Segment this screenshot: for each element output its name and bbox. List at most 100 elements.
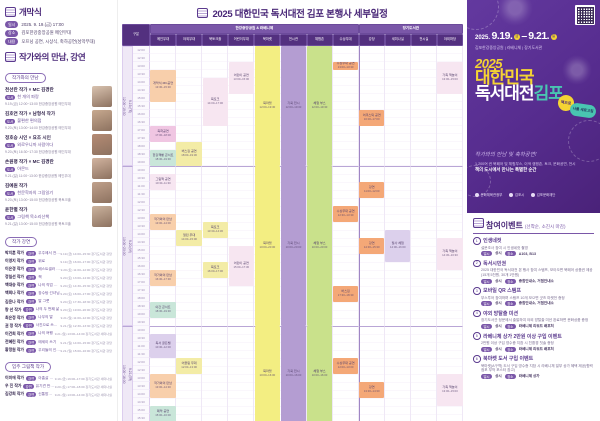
calendar-icon	[197, 8, 209, 18]
author-row: 정호승 시인 × 요조 시인 도서 외로우니까 사람이다 9.20.(토) 16:30…	[5, 134, 112, 155]
author-row: 천선란 작가 × MC 김경란 도서 천 개의 파랑 9.19.(금) 12:00~1…	[5, 86, 112, 107]
author-time: 9.21.(일) 11:00~13:00 한강중앙공원 메인무대	[5, 174, 71, 178]
lecture-author: 김윤나 작가	[5, 298, 24, 304]
events-header: 참여이벤트 (선착순, 소진시 마감)	[473, 218, 594, 234]
lecture-topic: 아홉살 구구단	[38, 375, 54, 380]
where-label: 장소	[504, 346, 516, 352]
event-block-time: 18:30~19:30	[155, 309, 171, 314]
logo-text: 김포시	[514, 193, 525, 197]
lecture-author: 백희나 작가	[5, 290, 24, 296]
event-block: 강연 14:30~15:30	[359, 238, 385, 254]
logo-mark-icon	[531, 193, 536, 198]
event-block-label: 수상무대 공연	[336, 361, 355, 366]
lecture-author: 이영지 작가	[5, 258, 24, 264]
event-block: 폐막 공연 15:00~16:00	[150, 406, 176, 421]
lecture-author: 권 정 작가	[5, 322, 22, 328]
book-tag: 도서	[5, 214, 16, 220]
when-label: 일시	[481, 251, 493, 257]
event-block: 가족 책놀이 14:30~16:30	[437, 238, 463, 270]
lecture-tag: 강연	[25, 347, 37, 353]
event-block-time: 13:00~15:00	[442, 389, 458, 394]
lecture-topic: 말 그릇	[38, 299, 50, 304]
event-block-time: 10:30~12:00	[155, 345, 171, 350]
lectures-pill: 작가 강연	[5, 237, 38, 247]
event-block-time: 16:00~17:00	[207, 269, 224, 274]
event-block-time: 12:00~13:00	[181, 365, 197, 370]
lecture-topic: 우주에서 전하는 말	[38, 250, 60, 255]
lecture-tag: 강연	[25, 339, 37, 345]
author-meet-list: 천선란 작가 × MC 김경란 도서 천 개의 파랑 9.19.(금) 12:00~1…	[5, 86, 112, 227]
when-label: 일시	[481, 301, 493, 307]
event-block: 북마켓 12:00~19:30	[254, 46, 281, 166]
when-label: 일시	[481, 323, 493, 329]
date-dash: –	[521, 30, 527, 42]
venue-column-bg	[202, 166, 229, 326]
event-badges: 일시 상시 장소 종합안내소, 거점안내소	[481, 278, 594, 284]
time-label: 19:00	[133, 158, 150, 166]
info-label: 일시	[5, 21, 19, 28]
schedule-title-row: 2025 대한민국 독서대전 김포 본행사 세부일정	[118, 6, 467, 20]
where-label: 장소	[504, 301, 516, 307]
lecture-left: 이영지 작가 강연 위로	[5, 258, 45, 264]
event-block-label: 북토크	[210, 97, 220, 102]
event-block-label: 개막식·MC공연	[153, 81, 174, 86]
event-block-label: 북토크	[210, 225, 220, 230]
schedule-table: 구분 한강중앙공원 & 라베니체 장기도서관 메인무대 야외무대 북토크홀 어린이무대 북마켓…	[122, 24, 463, 421]
author-topic: 천문학자의 그림일기	[17, 190, 54, 195]
day-hours: 12:00~19:30	[122, 96, 126, 116]
event-block-time: 13:00~15:00	[442, 77, 458, 82]
book-tag: 도서	[5, 94, 16, 100]
event-block-time: 13:30~14:30	[207, 229, 224, 234]
event-block-label: 독서 골든벨	[155, 341, 171, 346]
author-text: 정호승 시인 × 요조 시인 도서 외로우니까 사람이다 9.20.(토) 16:30…	[5, 135, 87, 154]
event-block-label: 어울림 무대	[181, 361, 197, 366]
when-label: 일시	[481, 278, 493, 284]
opening-title: 개막식	[19, 7, 42, 17]
time-label: 14:00	[133, 390, 150, 398]
lecture-left: 전혜린 작가 강연 에세이 쓰기	[5, 339, 56, 345]
event-block-time: 18:00~19:30	[181, 153, 197, 158]
author-topic: 아몬드	[17, 166, 29, 171]
time-label: 12:30	[133, 206, 150, 214]
author-photo	[92, 110, 112, 131]
lecture-topic: 장수탕 선녀님	[38, 290, 60, 295]
event-block: 체험 부스 10:00~20:00	[306, 166, 333, 326]
lecture-author: 백대승 작가	[5, 282, 24, 288]
time-label: 14:00	[133, 230, 150, 238]
lecture-topic: 베스트셀러 작가의 글쓰기	[38, 266, 60, 271]
time-label: 14:30	[133, 238, 150, 246]
lecture-topic: 위로	[38, 258, 46, 263]
event-block: 강연 13:30~14:30	[359, 382, 385, 398]
event-block: 어린이 공연 13:00~15:00	[228, 62, 254, 94]
day-date: 9.20.(토)	[128, 239, 132, 253]
event-block: 북토크 14:00~17:00	[202, 78, 228, 126]
book-icon	[5, 7, 16, 17]
venue-column-bg	[358, 46, 385, 166]
where-value: 라베니체 리워드 배포처	[518, 346, 554, 351]
event-block: 버스킹 공연 18:00~19:30	[176, 142, 202, 166]
lecture-time: 9.20.(토) 17:30~18:30 장기도서관 강당	[60, 300, 112, 305]
event-number: 5	[473, 332, 481, 340]
time-label: 12:30	[133, 366, 150, 374]
time-label: 12:30	[133, 54, 150, 62]
lecture-topic: 사진으로 쓰는 일기	[35, 323, 61, 328]
lecture-author: 최은정 작가	[5, 314, 24, 320]
poster-tagline: 작가와의 만남 및 축하공연!	[475, 152, 537, 158]
event-block: 체험 부스 12:00~19:30	[306, 46, 333, 166]
lecture-topic: 책	[38, 274, 42, 279]
author-time: 9.20.(토) 13:00~14:00 한강중앙공원 메인무대	[5, 126, 71, 130]
logo-text: 김포문화재단	[536, 193, 556, 197]
time-label: 17:00	[133, 126, 150, 134]
venue-column-bg	[228, 166, 255, 326]
lecture-tag: 강연	[23, 307, 34, 313]
lecture-author: 량 선 작가	[5, 306, 22, 312]
event-block-label: 야간 콘서트	[155, 305, 171, 310]
date-start: 9.19.	[491, 30, 513, 42]
opening-info-row: 내용 오프닝 공연, 시상식, 축하공연(성악무대)	[5, 38, 112, 45]
event-title: 인생네컷	[483, 238, 502, 245]
where-value: 종합안내소, 거점안내소	[518, 301, 554, 306]
info-label: 내용	[5, 38, 19, 45]
